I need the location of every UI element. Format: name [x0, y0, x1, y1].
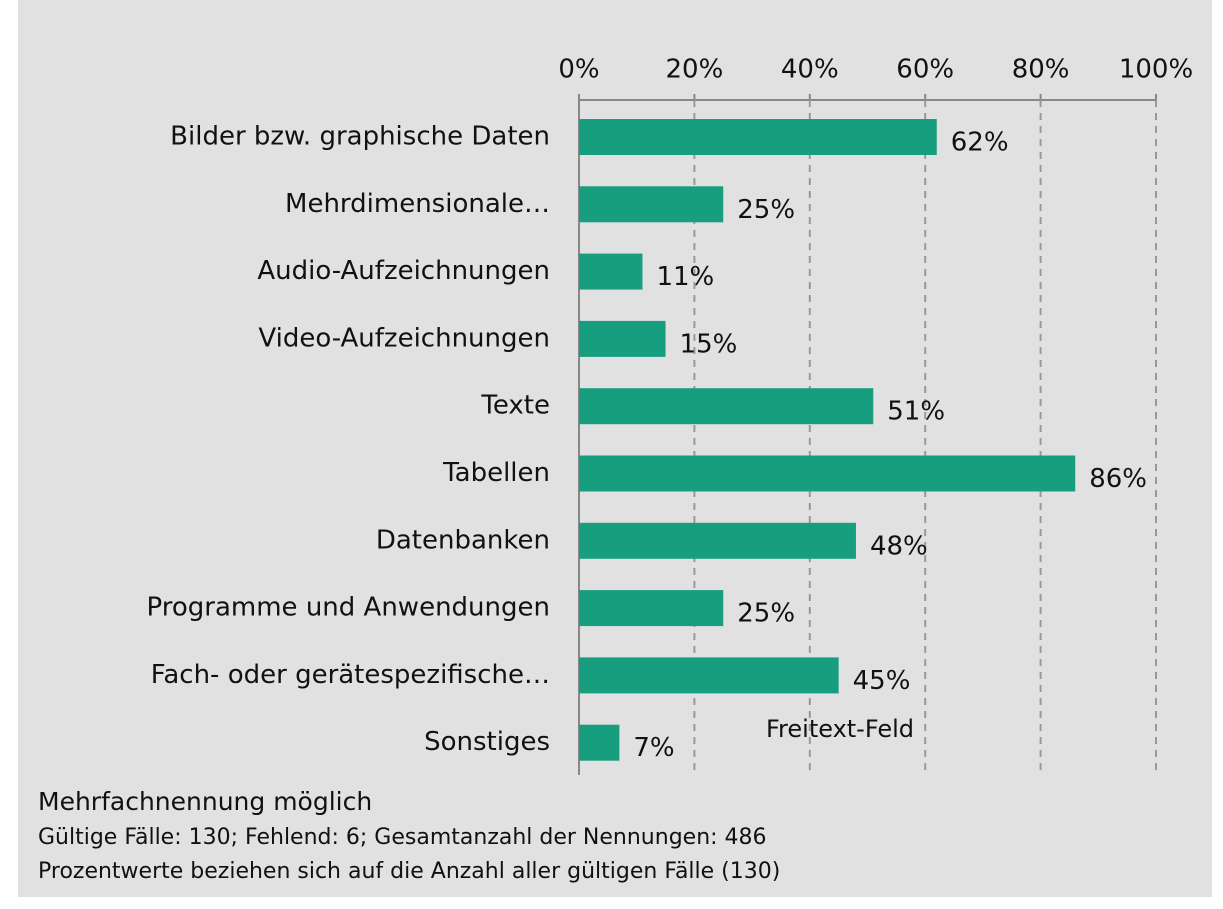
data-label: 15%	[680, 329, 738, 359]
data-label: 25%	[737, 599, 795, 629]
note: Mehrfachnennung möglich	[38, 787, 372, 816]
y-tick-label: Datenbanken	[376, 525, 550, 555]
bar	[579, 186, 724, 223]
x-tick-label: 80%	[1012, 55, 1070, 85]
y-tick-label: Video-Aufzeichnungen	[258, 323, 550, 353]
data-label: 25%	[737, 195, 795, 225]
x-tick-label: 60%	[896, 55, 954, 85]
bar	[579, 320, 666, 357]
y-tick-label: Fach- oder gerätespezifische…	[151, 660, 550, 690]
data-label: 48%	[870, 531, 928, 561]
annotation: Freitext-Feld	[766, 715, 914, 743]
bar	[579, 590, 724, 627]
y-tick-label: Sonstiges	[424, 727, 550, 757]
bar	[579, 522, 856, 559]
bar	[579, 119, 937, 155]
note: Gültige Fälle: 130; Fehlend: 6; Gesamtan…	[38, 825, 767, 850]
bar	[579, 253, 643, 290]
data-label: 86%	[1089, 464, 1147, 494]
x-tick-label: 100%	[1119, 55, 1193, 85]
y-tick-label: Texte	[480, 391, 550, 421]
data-label: 7%	[633, 733, 674, 763]
data-label: 62%	[951, 128, 1009, 158]
y-tick-label: Audio-Aufzeichnungen	[257, 256, 550, 286]
y-tick-label: Tabellen	[442, 458, 550, 488]
y-tick-label: Programme und Anwendungen	[147, 593, 550, 623]
bar	[579, 388, 874, 425]
note: Prozentwerte beziehen sich auf die Anzah…	[38, 859, 780, 884]
x-tick-label: 20%	[666, 55, 724, 85]
bar	[579, 455, 1076, 492]
x-tick-label: 0%	[558, 55, 599, 85]
x-tick-label: 40%	[781, 55, 839, 85]
data-label: 51%	[887, 397, 945, 427]
bar	[579, 724, 620, 761]
data-label: 45%	[853, 666, 911, 696]
y-tick-label: Bilder bzw. graphische Daten	[170, 122, 550, 152]
bar	[579, 657, 839, 694]
data-label: 11%	[656, 262, 714, 292]
y-tick-label: Mehrdimensionale…	[285, 189, 550, 219]
